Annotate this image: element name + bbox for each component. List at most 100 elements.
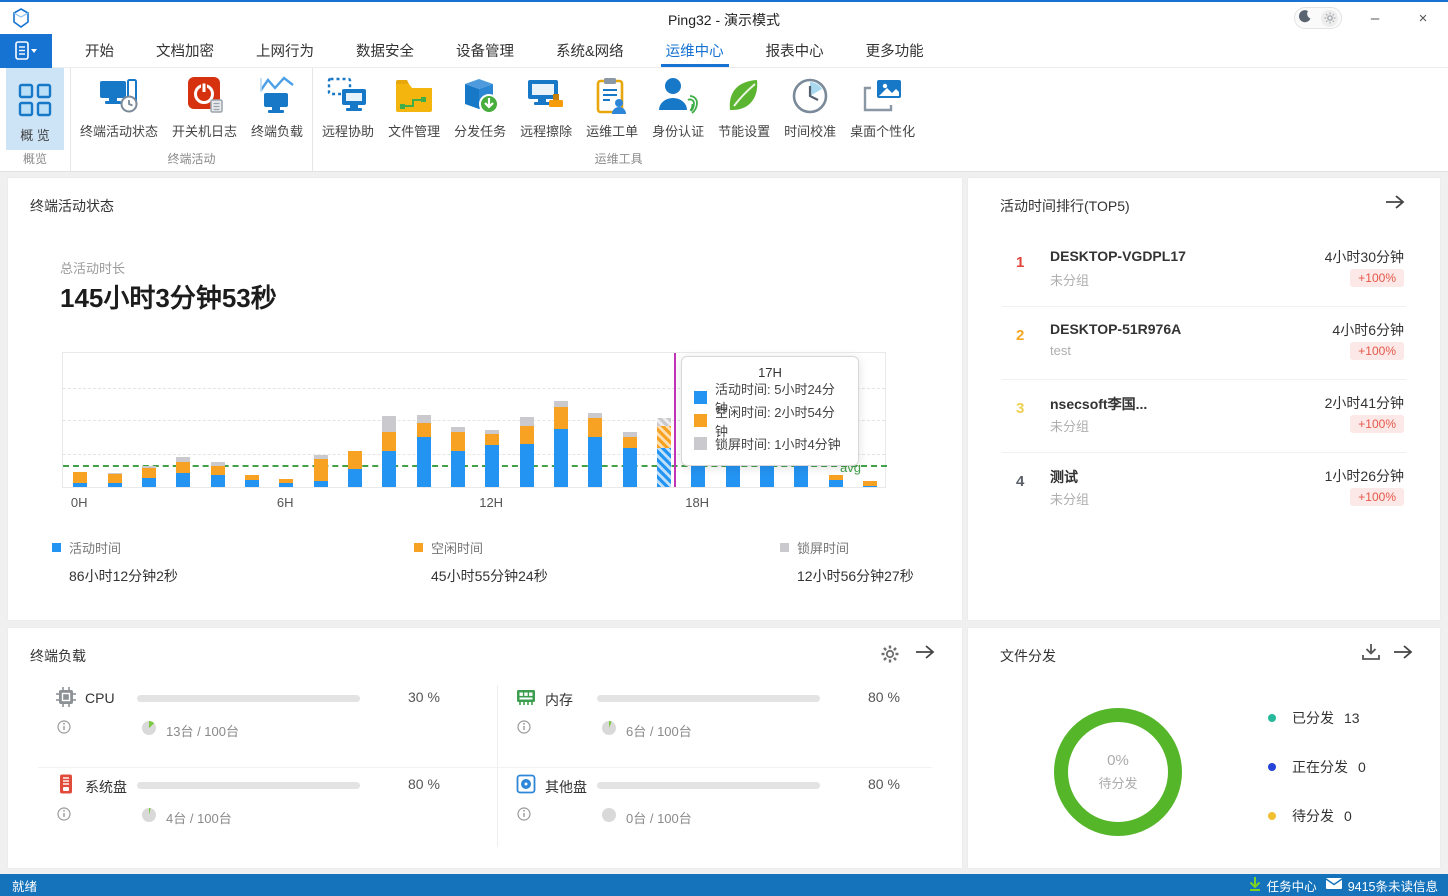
ribbon-item-分发任务[interactable]: 分发任务 xyxy=(447,68,513,150)
clock-icon xyxy=(790,74,830,118)
chart-bar-2H[interactable] xyxy=(141,465,156,487)
panel-title: 文件分发 xyxy=(1000,648,1056,664)
chart-bar-7H[interactable] xyxy=(313,454,328,487)
progress-bar xyxy=(137,695,360,702)
cpu-icon xyxy=(55,686,77,713)
ribbon-group-label: 终端活动 xyxy=(167,152,216,166)
divider xyxy=(38,767,932,768)
chart-bar-22H[interactable] xyxy=(828,475,843,487)
tab-报表中心[interactable]: 报表中心 xyxy=(765,44,824,60)
chart-bar-23H[interactable] xyxy=(862,481,877,487)
close-button[interactable]: × xyxy=(1418,9,1428,27)
ribbon-item-文件管理[interactable]: 文件管理 xyxy=(381,68,447,150)
monitor-chart-icon xyxy=(256,74,298,118)
progress-bar xyxy=(597,782,820,789)
legend-item-空闲时间[interactable]: 空闲时间 45小时55分钟24秒 xyxy=(414,538,548,586)
chart-bar-12H[interactable] xyxy=(485,430,500,487)
legend-item-锁屏时间[interactable]: 锁屏时间 12小时56分钟27秒 xyxy=(780,538,914,586)
load-meter-系统盘: 系统盘 80 % 4台 / 100台 xyxy=(30,767,490,852)
app-logo-icon xyxy=(12,8,30,33)
monitor-clock-icon xyxy=(98,74,140,118)
info-icon[interactable] xyxy=(517,807,531,826)
tab-上网行为[interactable]: 上网行为 xyxy=(256,44,314,60)
desktop-img-icon xyxy=(861,74,905,118)
remote-assist-icon xyxy=(327,74,369,118)
window-accent-line xyxy=(0,0,1448,2)
tab-系统&网络[interactable]: 系统&网络 xyxy=(556,44,624,60)
chart-bar-6H[interactable] xyxy=(279,478,294,487)
remote-wipe-icon xyxy=(525,74,567,118)
ribbon-item-终端活动状态[interactable]: 终端活动状态 xyxy=(73,68,165,150)
arrow-right-icon[interactable] xyxy=(1392,644,1414,665)
chart-bar-8H[interactable] xyxy=(347,450,362,487)
envelope-icon xyxy=(1325,877,1343,893)
status-ready: 就绪 xyxy=(12,879,38,894)
chart-bar-3H[interactable] xyxy=(176,457,191,487)
tab-运维中心[interactable]: 运维中心 xyxy=(645,34,745,67)
legend-item-活动时间[interactable]: 活动时间 86小时12分钟2秒 xyxy=(52,538,178,586)
ribbon-item-节能设置[interactable]: 节能设置 xyxy=(711,68,777,150)
tab-开始[interactable]: 开始 xyxy=(85,44,114,60)
ribbon-item-桌面个性化[interactable]: 桌面个性化 xyxy=(843,68,922,150)
chart-bar-11H[interactable] xyxy=(450,427,465,487)
chart-bar-10H[interactable] xyxy=(416,414,431,487)
sun-icon[interactable] xyxy=(1321,9,1338,27)
window-title: Ping32 - 演示模式 xyxy=(667,12,781,28)
ribbon-item-远程协助[interactable]: 远程协助 xyxy=(315,68,381,150)
arrow-right-icon[interactable] xyxy=(914,644,936,665)
disk-other-icon xyxy=(515,773,537,800)
chart-bar-1H[interactable] xyxy=(107,473,122,487)
unread-messages-item[interactable]: 9415条未读信息 xyxy=(1325,876,1438,895)
ribbon-item-时间校准[interactable]: 时间校准 xyxy=(777,68,843,150)
chart-bar-15H[interactable] xyxy=(588,413,603,487)
status-bar: 就绪 任务中心 9415条未读信息 xyxy=(0,874,1448,896)
chart-bar-0H[interactable] xyxy=(73,471,88,487)
ribbon-item-运维工单[interactable]: 运维工单 xyxy=(579,68,645,150)
ribbon-item-终端负载[interactable]: 终端负载 xyxy=(244,68,310,150)
chart-tooltip: 17H 活动时间: 5小时24分钟 空闲时间: 2小时54分钟 锁屏时间: 1小时4… xyxy=(681,356,859,466)
donut-center-label: 0% 待分发 xyxy=(1054,708,1182,836)
tab-更多功能[interactable]: 更多功能 xyxy=(865,44,924,60)
ribbon-item-身份认证[interactable]: 身份认证 xyxy=(645,68,711,150)
chart-legend: 活动时间 86小时12分钟2秒 空闲时间 45小时55分钟24秒 锁屏时间 12小时56分… xyxy=(8,538,962,598)
ranking-row[interactable]: 1 DESKTOP-VGDPL17 未分组 4小时30分钟 +100% xyxy=(1002,234,1406,307)
chart-bar-5H[interactable] xyxy=(244,474,259,487)
activity-stacked-bar-chart[interactable]: 17H 活动时间: 5小时24分钟 空闲时间: 2小时54分钟 锁屏时间: 1小时4… xyxy=(62,352,887,488)
ranking-row[interactable]: 4 测试 未分组 1小时26分钟 +100% xyxy=(1016,468,1404,507)
ribbon-item-概 览[interactable]: 概 览 xyxy=(6,68,64,150)
load-meter-内存: 内存 80 % 6台 / 100台 xyxy=(490,680,950,765)
memory-icon xyxy=(515,686,537,713)
info-icon[interactable] xyxy=(57,807,71,826)
main-menu-button[interactable] xyxy=(0,34,52,68)
tab-数据安全[interactable]: 数据安全 xyxy=(356,44,414,60)
divider xyxy=(497,685,498,847)
download-tray-icon[interactable] xyxy=(1360,642,1382,667)
dispatch-legend-待分发: 待分发 0 xyxy=(1268,804,1366,828)
chart-bar-17H[interactable] xyxy=(656,418,671,487)
arrow-right-icon[interactable] xyxy=(1384,194,1406,215)
info-icon[interactable] xyxy=(57,720,71,739)
identity-icon xyxy=(657,74,699,118)
gear-icon[interactable] xyxy=(880,644,900,669)
minimize-button[interactable]: – xyxy=(1370,9,1380,27)
ribbon-item-远程擦除[interactable]: 远程擦除 xyxy=(513,68,579,150)
theme-toggle[interactable] xyxy=(1294,7,1342,29)
chart-bar-4H[interactable] xyxy=(210,462,225,487)
ranking-row[interactable]: 3 nsecsoft李国... 未分组 2小时41分钟 +100% xyxy=(1002,380,1406,453)
tab-文档加密[interactable]: 文档加密 xyxy=(156,44,214,60)
chart-bar-16H[interactable] xyxy=(622,431,637,487)
chart-bar-13H[interactable] xyxy=(519,416,534,487)
main-content: 终端活动状态 总活动时长 145小时3分钟53秒 17H 活动时间: 5小时24… xyxy=(0,172,1448,874)
moon-icon[interactable] xyxy=(1298,9,1312,28)
task-center-item[interactable]: 任务中心 xyxy=(1248,876,1317,895)
delta-badge: +100% xyxy=(1350,342,1404,360)
tab-设备管理[interactable]: 设备管理 xyxy=(456,44,514,60)
panel-file-dispatch: 文件分发 0% 待分发 已分发 13 正在分发 0 待分发 0 xyxy=(968,628,1440,868)
disk-sys-icon xyxy=(55,773,77,800)
info-icon[interactable] xyxy=(517,720,531,739)
chart-bar-14H[interactable] xyxy=(553,400,568,487)
progress-bar xyxy=(137,782,360,789)
ribbon-item-开关机日志[interactable]: 开关机日志 xyxy=(165,68,244,150)
ranking-row[interactable]: 2 DESKTOP-51R976A test 4小时6分钟 +100% xyxy=(1002,307,1406,380)
chart-bar-9H[interactable] xyxy=(382,416,397,487)
